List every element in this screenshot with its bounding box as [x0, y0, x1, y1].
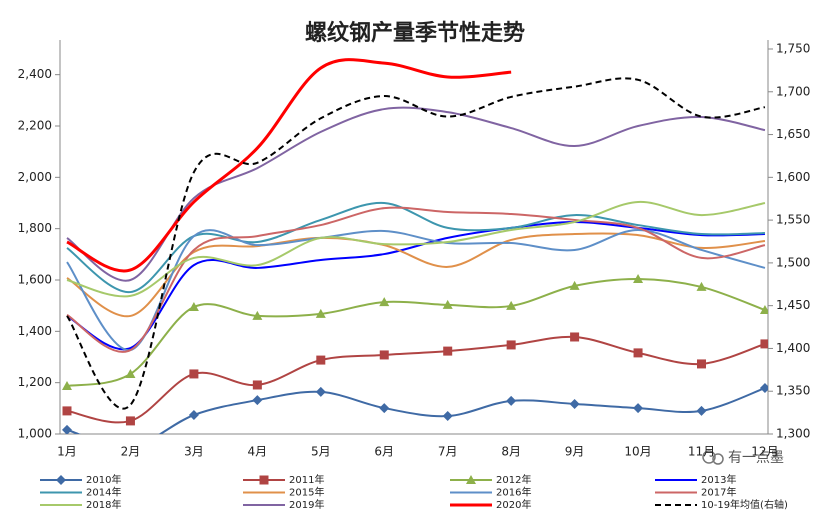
y2-tick-label: 1,450	[776, 298, 810, 312]
y2-tick-label: 1,300	[776, 427, 810, 441]
y-tick-label: 1,400	[18, 324, 52, 338]
x-tick-label: 6月	[374, 445, 394, 459]
legend-label: 2017年	[701, 486, 736, 499]
series-line	[66, 232, 766, 318]
marker	[442, 299, 453, 309]
marker	[443, 346, 453, 356]
marker	[760, 339, 768, 349]
y-tick-label: 1,200	[18, 375, 52, 389]
y-tick-label: 1,600	[18, 273, 52, 287]
marker	[252, 310, 263, 320]
marker	[379, 403, 390, 414]
marker	[125, 416, 135, 426]
series-line	[66, 58, 512, 273]
marker	[379, 350, 389, 360]
y2-tick-label: 1,550	[776, 213, 810, 227]
marker	[759, 305, 768, 315]
x-tick-label: 7月	[438, 445, 458, 459]
marker	[315, 386, 326, 397]
marker	[633, 273, 644, 283]
y2-tick-label: 1,750	[776, 42, 810, 56]
marker	[252, 395, 263, 406]
legend-label: 2019年	[289, 498, 324, 511]
legend-label: 2016年	[496, 486, 531, 499]
marker	[696, 281, 707, 291]
legend-label: 2015年	[289, 486, 324, 499]
x-tick-label: 5月	[311, 445, 331, 459]
legend-label: 2011年	[289, 473, 324, 486]
marker	[506, 395, 517, 406]
marker	[125, 368, 136, 378]
y2-tick-label: 1,650	[776, 127, 810, 141]
x-tick-label: 3月	[184, 445, 204, 459]
marker	[188, 301, 199, 311]
y-tick-label: 2,000	[18, 170, 52, 184]
marker	[62, 424, 72, 434]
x-tick-label: 1月	[57, 445, 77, 459]
marker	[633, 348, 643, 358]
marker	[259, 475, 269, 485]
legend-label: 2018年	[86, 498, 121, 511]
marker	[56, 475, 66, 485]
marker	[696, 405, 707, 416]
marker	[62, 406, 72, 416]
marker	[442, 411, 453, 422]
y2-tick-label: 1,400	[776, 341, 810, 355]
series-line	[66, 206, 766, 353]
marker	[633, 403, 644, 414]
watermark: 有一点墨	[728, 450, 784, 466]
series-line	[66, 387, 766, 434]
marker	[252, 380, 262, 390]
legend-label: 10-19年均值(右轴)	[701, 498, 788, 511]
chart-title: 螺纹钢产量季节性走势	[305, 20, 525, 46]
x-tick-label: 9月	[565, 445, 585, 459]
legend-label: 2010年	[86, 473, 121, 486]
marker	[62, 381, 72, 391]
series-line	[66, 201, 765, 294]
marker	[316, 355, 326, 365]
marker	[506, 340, 516, 350]
marker	[189, 369, 199, 379]
plot-area	[62, 58, 768, 434]
marker	[759, 383, 768, 394]
y-tick-label: 2,400	[18, 67, 52, 81]
x-tick-label: 4月	[248, 445, 268, 459]
watermark-icon	[702, 450, 724, 465]
series-line	[66, 228, 766, 352]
marker	[188, 410, 199, 421]
y2-tick-label: 1,700	[776, 84, 810, 98]
legend-label: 2012年	[496, 473, 531, 486]
legend-label: 2014年	[86, 486, 121, 499]
series-line	[66, 277, 766, 387]
x-tick-label: 2月	[121, 445, 141, 459]
marker	[379, 297, 390, 307]
series-line	[66, 200, 766, 298]
y-tick-label: 2,200	[18, 119, 52, 133]
x-tick-label: 11月	[688, 445, 715, 459]
series-line	[66, 335, 766, 424]
y2-tick-label: 1,350	[776, 384, 810, 398]
legend-label: 2020年	[496, 498, 531, 511]
legend-label: 2013年	[701, 473, 736, 486]
x-tick-label: 12月	[751, 445, 778, 459]
x-tick-label: 10月	[624, 445, 651, 459]
marker	[569, 280, 580, 290]
marker	[466, 475, 476, 484]
y-tick-label: 1,800	[18, 221, 52, 235]
x-tick-label: 8月	[501, 445, 521, 459]
marker	[315, 308, 326, 318]
marker	[570, 332, 580, 342]
marker	[506, 300, 517, 310]
y-tick-label: 1,000	[18, 427, 52, 441]
marker	[697, 359, 706, 369]
series-line	[66, 77, 766, 410]
y2-tick-label: 1,500	[776, 255, 810, 269]
y2-tick-label: 1,600	[776, 170, 810, 184]
marker	[569, 398, 580, 409]
